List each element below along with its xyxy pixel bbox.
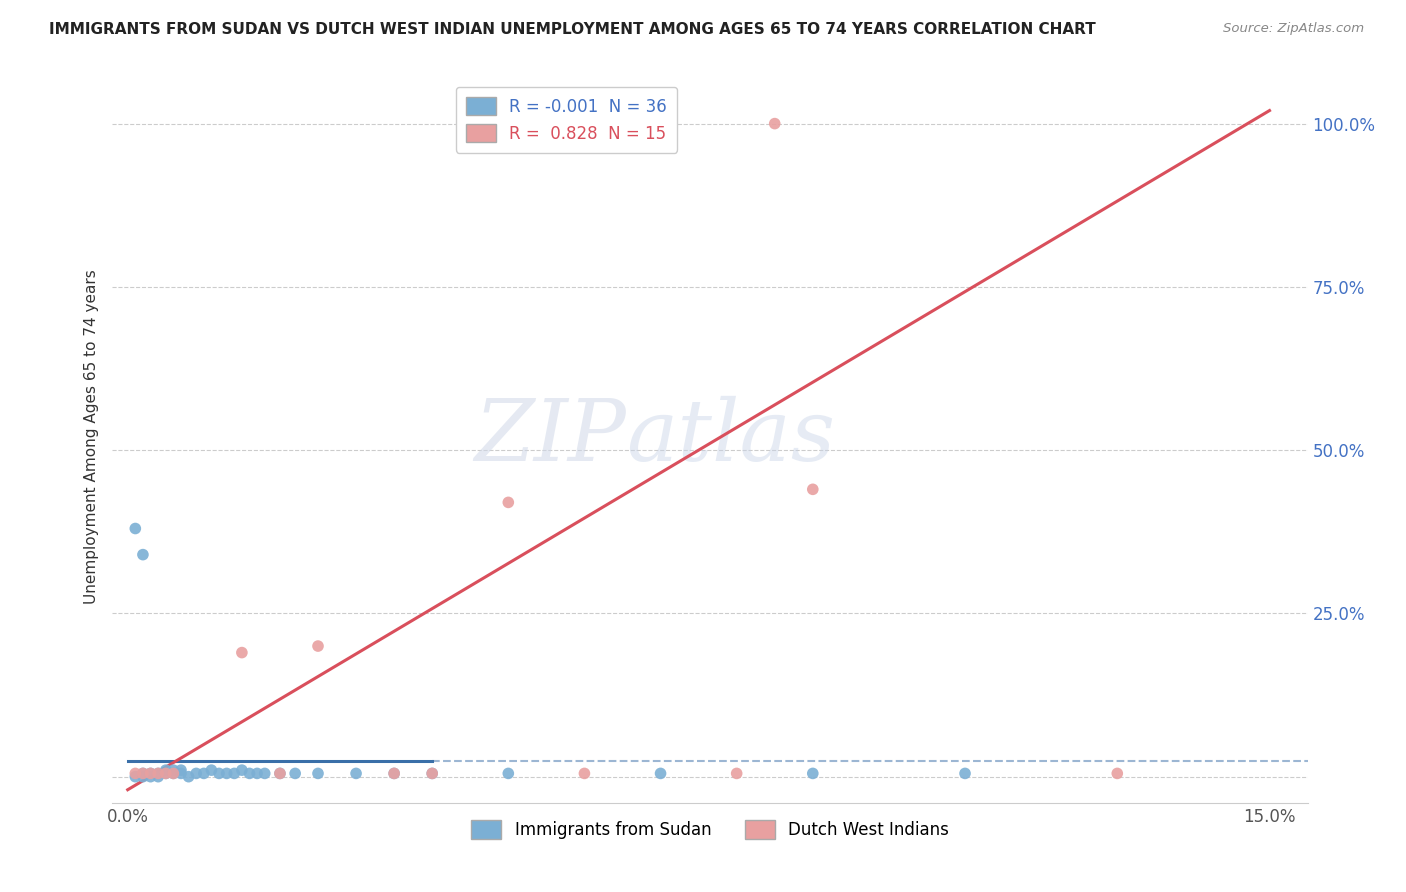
Text: Source: ZipAtlas.com: Source: ZipAtlas.com xyxy=(1223,22,1364,36)
Point xyxy=(231,646,253,660)
Point xyxy=(155,763,177,777)
Point xyxy=(193,766,215,780)
Point xyxy=(269,766,291,780)
Point xyxy=(801,766,824,780)
Point xyxy=(170,766,193,780)
Point xyxy=(124,770,146,784)
Point xyxy=(186,766,208,780)
Point xyxy=(155,766,177,780)
Point xyxy=(139,766,162,780)
Point xyxy=(307,766,329,780)
Legend: Immigrants from Sudan, Dutch West Indians: Immigrants from Sudan, Dutch West Indian… xyxy=(464,814,956,846)
Point xyxy=(208,766,231,780)
Point xyxy=(139,766,162,780)
Point xyxy=(139,770,162,784)
Point xyxy=(650,766,672,780)
Point xyxy=(284,766,307,780)
Text: atlas: atlas xyxy=(627,396,835,478)
Point xyxy=(1107,766,1129,780)
Point xyxy=(253,766,276,780)
Point xyxy=(382,766,405,780)
Point xyxy=(238,766,260,780)
Point xyxy=(132,766,155,780)
Point xyxy=(162,766,184,780)
Point xyxy=(344,766,367,780)
Point xyxy=(132,548,155,562)
Point xyxy=(574,766,596,780)
Point xyxy=(155,766,177,780)
Text: IMMIGRANTS FROM SUDAN VS DUTCH WEST INDIAN UNEMPLOYMENT AMONG AGES 65 TO 74 YEAR: IMMIGRANTS FROM SUDAN VS DUTCH WEST INDI… xyxy=(49,22,1095,37)
Point xyxy=(224,766,246,780)
Point xyxy=(132,766,155,780)
Point xyxy=(498,766,520,780)
Point xyxy=(763,117,786,131)
Point xyxy=(162,763,184,777)
Point xyxy=(146,766,169,780)
Point xyxy=(953,766,976,780)
Point xyxy=(420,766,443,780)
Point xyxy=(170,763,193,777)
Point xyxy=(801,483,824,497)
Point xyxy=(215,766,238,780)
Point xyxy=(382,766,405,780)
Point xyxy=(307,639,329,653)
Y-axis label: Unemployment Among Ages 65 to 74 years: Unemployment Among Ages 65 to 74 years xyxy=(83,269,98,605)
Point xyxy=(132,770,155,784)
Point xyxy=(200,763,222,777)
Point xyxy=(124,521,146,535)
Point xyxy=(177,770,200,784)
Point xyxy=(124,766,146,780)
Point xyxy=(146,766,169,780)
Point xyxy=(246,766,269,780)
Point xyxy=(269,766,291,780)
Point xyxy=(498,495,520,509)
Point xyxy=(420,766,443,780)
Point xyxy=(162,766,184,780)
Point xyxy=(725,766,748,780)
Point xyxy=(231,763,253,777)
Point xyxy=(146,770,169,784)
Text: ZIP: ZIP xyxy=(474,396,627,478)
